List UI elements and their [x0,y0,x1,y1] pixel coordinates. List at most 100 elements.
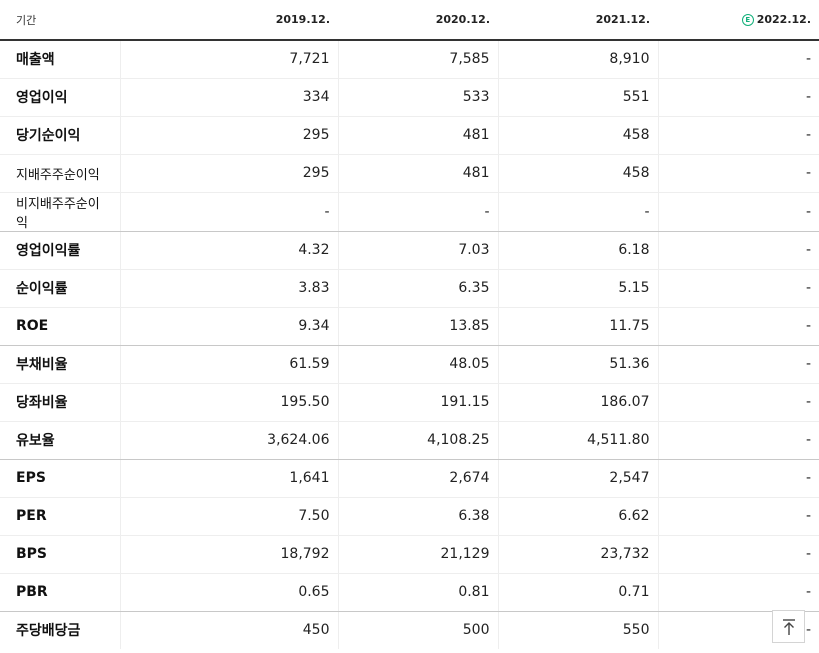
cell-value: - [658,497,819,536]
cell-value: 191.15 [338,383,499,422]
cell-value: 23,732 [498,535,659,574]
table-row: 지배주주순이익 295 481 458 - [0,154,819,193]
period-2022-estimate: E 2022.12. [658,0,819,41]
table-row: ROE 9.34 13.85 11.75 - [0,307,819,346]
row-label-noncontrolling-net-income: 비지배주주순이익 [0,192,121,232]
cell-value: 3.83 [120,269,339,308]
cell-value: 4,511.80 [498,421,659,460]
cell-value: 2,547 [498,459,659,498]
table-row: 비지배주주순이익 - - - - [0,192,819,232]
cell-value: 7,585 [338,40,499,79]
cell-value: - [120,192,339,232]
table-row: PER 7.50 6.38 6.62 - [0,497,819,536]
cell-value: 11.75 [498,307,659,346]
cell-value: 2,674 [338,459,499,498]
cell-value: 6.38 [338,497,499,536]
cell-value: 0.81 [338,573,499,612]
cell-value: 61.59 [120,345,339,384]
cell-value: - [658,154,819,193]
row-label-operating-margin: 영업이익률 [0,231,121,270]
cell-value: 1,641 [120,459,339,498]
cell-value: 334 [120,78,339,117]
table-row: 당기순이익 295 481 458 - [0,116,819,155]
period-header-label: 기간 [0,0,120,41]
cell-value: 5.15 [498,269,659,308]
cell-value: 481 [338,116,499,155]
cell-value: - [658,116,819,155]
row-label-net-income: 당기순이익 [0,116,121,155]
cell-value: 13.85 [338,307,499,346]
row-label-debt-ratio: 부채비율 [0,345,121,384]
table-row: EPS 1,641 2,674 2,547 - [0,459,819,498]
cell-value: - [805,622,811,639]
cell-value: - [658,269,819,308]
cell-value: - [658,421,819,460]
row-label-revenue: 매출액 [0,40,121,79]
cell-value: - [658,535,819,574]
cell-value: - [658,307,819,346]
cell-value: 186.07 [498,383,659,422]
table-row: 부채비율 61.59 48.05 51.36 - [0,345,819,384]
scroll-to-top-button[interactable] [772,610,805,643]
cell-value: 6.35 [338,269,499,308]
cell-value: 0.65 [120,573,339,612]
cell-value: - [658,573,819,612]
cell-value: - [658,383,819,422]
estimate-badge-icon: E [741,14,754,26]
cell-value: 195.50 [120,383,339,422]
arrow-up-to-top-icon [782,618,795,635]
table-row: PBR 0.65 0.81 0.71 - [0,573,819,612]
cell-value: 7.50 [120,497,339,536]
cell-value: 551 [498,78,659,117]
period-2022-label: 2022.12. [756,13,811,26]
cell-value: 4,108.25 [338,421,499,460]
row-label-dividend-per-share: 주당배당금 [0,611,121,649]
table-row: 영업이익 334 533 551 - [0,78,819,117]
cell-value: - [658,459,819,498]
period-2021: 2021.12. [498,0,658,41]
cell-value: 21,129 [338,535,499,574]
row-label-roe: ROE [0,307,121,346]
row-label-bps: BPS [0,535,121,574]
cell-value: 3,624.06 [120,421,339,460]
row-label-per: PER [0,497,121,536]
row-label-controlling-net-income: 지배주주순이익 [0,154,121,193]
cell-value: 48.05 [338,345,499,384]
cell-value: 51.36 [498,345,659,384]
table-row: 유보율 3,624.06 4,108.25 4,511.80 - [0,421,819,460]
period-2019: 2019.12. [120,0,338,41]
cell-value: 8,910 [498,40,659,79]
cell-value: 0.71 [498,573,659,612]
cell-value: 458 [498,154,659,193]
row-label-eps: EPS [0,459,121,498]
cell-value: - [338,192,499,232]
table-row: BPS 18,792 21,129 23,732 - [0,535,819,574]
cell-value: 458 [498,116,659,155]
cell-value: 481 [338,154,499,193]
row-label-net-margin: 순이익률 [0,269,121,308]
table-row: 매출액 7,721 7,585 8,910 - [0,40,819,79]
cell-value: 7.03 [338,231,499,270]
cell-value: 6.62 [498,497,659,536]
cell-value: 4.32 [120,231,339,270]
cell-value: 18,792 [120,535,339,574]
cell-value: 450 [120,611,339,649]
cell-value: 533 [338,78,499,117]
cell-value: - [498,192,659,232]
cell-value: - [658,192,819,232]
cell-value: 500 [338,611,499,649]
row-label-pbr: PBR [0,573,121,612]
cell-value: 7,721 [120,40,339,79]
cell-value: 6.18 [498,231,659,270]
table-header-row: 기간 2019.12. 2020.12. 2021.12. E 2022.12. [0,0,819,41]
table-row: 주당배당금 450 500 550 - [0,611,819,649]
row-label-quick-ratio: 당좌비율 [0,383,121,422]
cell-value: 295 [120,116,339,155]
cell-value: - [658,231,819,270]
row-label-reserve-ratio: 유보율 [0,421,121,460]
table-row: 영업이익률 4.32 7.03 6.18 - [0,231,819,270]
cell-value: 550 [498,611,659,649]
table-row: 당좌비율 195.50 191.15 186.07 - [0,383,819,422]
cell-value: - [658,345,819,384]
